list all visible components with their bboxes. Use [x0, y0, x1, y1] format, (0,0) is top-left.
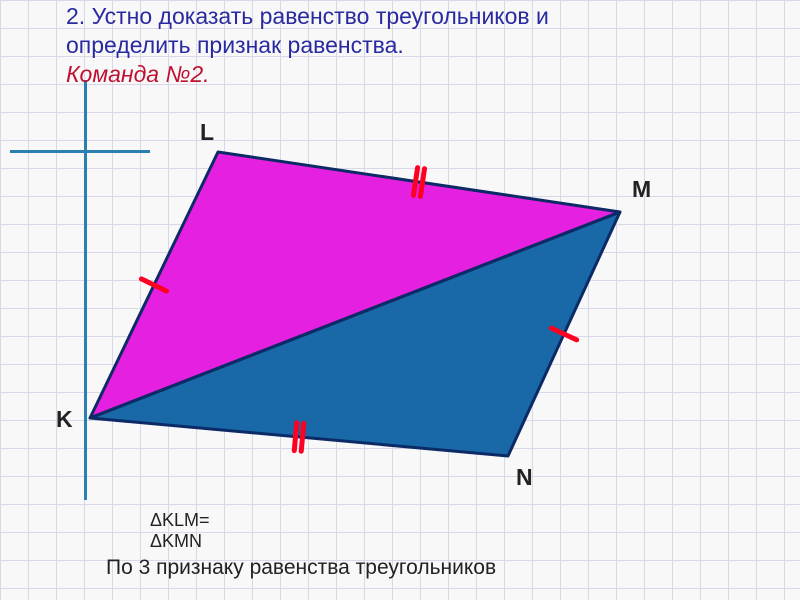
answer-line-2: ΔKMN: [150, 531, 202, 551]
vertex-label-n: N: [516, 464, 533, 491]
vertex-label-m: M: [632, 176, 651, 203]
answer-line-1: ΔKLM=: [150, 510, 210, 530]
answer-text: ΔKLM= ΔKMN: [150, 510, 210, 552]
vertex-label-k: K: [56, 406, 73, 433]
vertex-label-l: L: [200, 119, 214, 146]
conclusion-text: По 3 признаку равенства треугольников: [106, 556, 506, 580]
diagram-svg: [0, 0, 800, 600]
